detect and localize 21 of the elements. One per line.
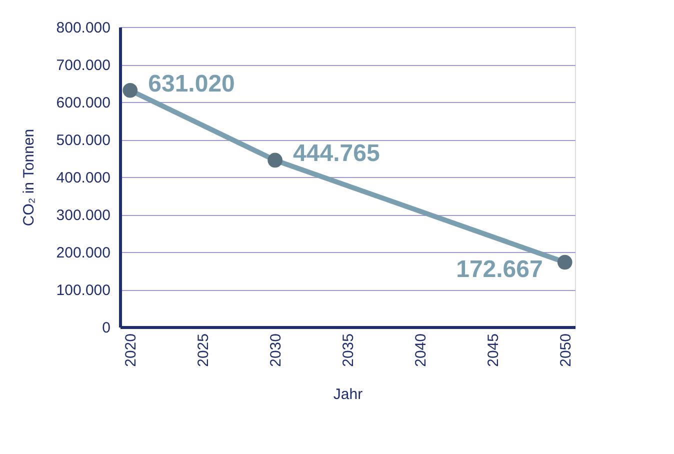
x-tick-label: 2030 (268, 334, 285, 367)
y-tick-label: 0 (102, 320, 110, 336)
y-tick-label: 200.000 (56, 244, 110, 262)
x-tick-label: 2025 (195, 334, 212, 367)
x-tick-label: 2050 (557, 334, 574, 367)
y-tick-label: 100.000 (56, 282, 110, 299)
y-tick-label: 600.000 (56, 94, 110, 112)
y-tick-label: 300.000 (56, 207, 110, 224)
x-tick-label: 2020 (122, 334, 140, 367)
y-axis-title: CO₂ in Tonnen (20, 128, 38, 226)
data-label: 631.020 (148, 70, 235, 98)
y-tick-label: 500.000 (56, 132, 110, 149)
y-tick-label: 700.000 (56, 57, 110, 74)
x-tick-label: 2045 (484, 334, 502, 367)
x-tick-label: 2040 (412, 334, 430, 367)
data-label: 444.765 (293, 140, 380, 168)
y-tick-label: 400.000 (56, 170, 110, 186)
y-tick-label: 800.000 (56, 20, 110, 36)
x-axis-title: Jahr (333, 386, 363, 403)
data-label: 172.667 (456, 256, 543, 284)
x-tick-label: 2035 (340, 334, 357, 367)
